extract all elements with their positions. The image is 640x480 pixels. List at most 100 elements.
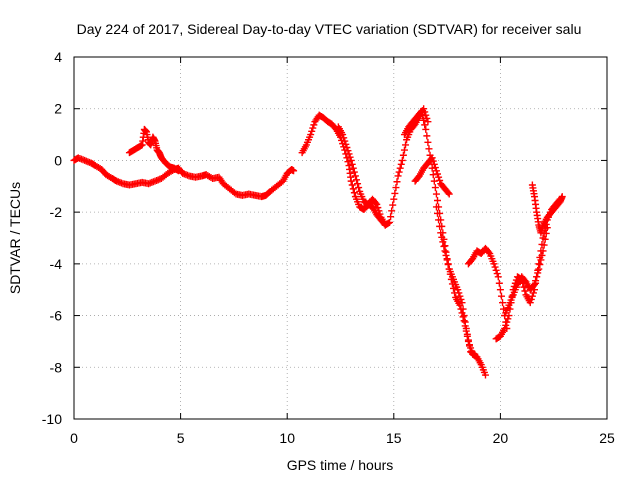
data-point [348, 181, 356, 189]
data-point [528, 292, 536, 300]
series-2 [125, 125, 182, 175]
data-point [350, 189, 358, 197]
data-point [349, 164, 357, 172]
series-9 [492, 195, 564, 343]
data-point [464, 336, 472, 344]
data-point [533, 273, 541, 281]
data-point [342, 140, 350, 148]
data-point [521, 287, 529, 295]
data-point [526, 299, 534, 307]
data-point [419, 112, 427, 120]
data-point [343, 144, 351, 151]
data-point [391, 189, 399, 197]
y-tick-label: -10 [42, 411, 62, 427]
data-point [434, 197, 442, 205]
data-point [500, 305, 508, 313]
data-point [340, 134, 348, 142]
chart-title: Day 224 of 2017, Sidereal Day-to-day VTE… [77, 21, 582, 37]
data-point [444, 261, 452, 269]
data-point [375, 207, 383, 215]
data-point [387, 213, 395, 221]
data-point [529, 289, 537, 297]
data-point [442, 251, 450, 259]
data-point [541, 235, 549, 243]
data-point [392, 184, 400, 192]
y-axis-label: SDTVAR / TECUs [7, 182, 23, 294]
data-point [393, 178, 401, 186]
data-point [490, 260, 498, 268]
data-point [389, 201, 397, 209]
data-point [492, 266, 500, 274]
data-point [538, 251, 546, 259]
data-point [394, 172, 402, 180]
data-point [423, 132, 431, 140]
x-tick-label: 5 [177, 430, 185, 446]
x-tick-label: 10 [279, 430, 295, 446]
x-axis-label: GPS time / hours [287, 457, 394, 473]
series-10 [501, 224, 551, 320]
data-point [390, 195, 398, 203]
data-point [429, 171, 437, 179]
y-tick-label: 0 [54, 152, 62, 168]
data-point [431, 184, 439, 192]
data-point [347, 177, 355, 185]
x-tick-labels: 0 5 10 15 20 25 [70, 430, 615, 446]
series-8 [464, 244, 511, 332]
data-point [535, 265, 543, 273]
data-point [558, 193, 566, 201]
data-point [471, 350, 479, 358]
y-tick-label: 4 [54, 49, 62, 65]
data-point [346, 153, 354, 161]
data-point [529, 282, 537, 290]
data-point [339, 131, 347, 139]
data-point [456, 292, 464, 300]
data-point [462, 325, 470, 332]
data-point [454, 286, 462, 294]
data-point [432, 203, 440, 211]
data-point [344, 158, 352, 166]
data-point [422, 125, 430, 133]
data-point [400, 146, 408, 154]
data-point [349, 185, 357, 193]
data-point [420, 116, 428, 124]
data-point [372, 199, 380, 207]
data-point [434, 209, 442, 217]
data-point [491, 263, 499, 271]
data-point [443, 256, 451, 264]
data-point [458, 299, 466, 307]
data-point [459, 313, 467, 321]
data-point [501, 325, 509, 332]
data-point [432, 190, 440, 198]
data-point [455, 289, 463, 297]
data-point [352, 176, 360, 184]
data-point [388, 207, 396, 215]
data-point [402, 141, 410, 149]
y-tick-label: -8 [50, 359, 63, 375]
series-7 [432, 203, 479, 358]
data-point [435, 173, 443, 181]
axis-ticks [73, 56, 608, 420]
data-point [348, 160, 356, 168]
plot-frame [73, 56, 608, 420]
data-point [430, 177, 438, 185]
data-point [493, 270, 501, 278]
data-point [441, 247, 449, 255]
data-point [421, 121, 429, 129]
data-point [440, 242, 448, 250]
data-point [504, 315, 512, 323]
data-point [532, 277, 540, 285]
series-11 [528, 181, 566, 237]
data-point [309, 124, 317, 132]
y-tick-label: -4 [50, 256, 63, 272]
x-tick-label: 15 [386, 430, 402, 446]
data-point [445, 190, 453, 198]
data-point [436, 222, 444, 230]
series-1 [70, 154, 298, 201]
y-tick-label: -2 [50, 204, 63, 220]
data-point [437, 229, 445, 237]
data-point [341, 137, 349, 145]
data-point [424, 118, 432, 126]
data-points [70, 105, 566, 379]
y-tick-label: 2 [54, 101, 62, 117]
